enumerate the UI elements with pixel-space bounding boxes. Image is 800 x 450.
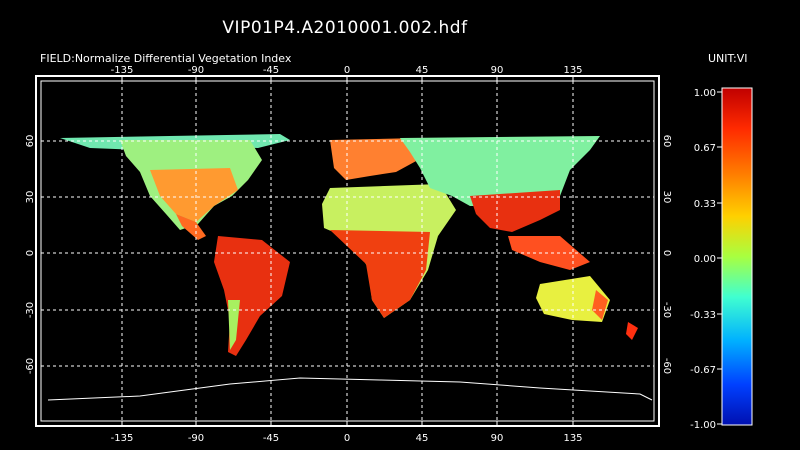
lat-label: -30 bbox=[661, 302, 672, 318]
coast-antarctica bbox=[47, 377, 653, 401]
lat-label: 30 bbox=[25, 191, 36, 204]
frame-ticks bbox=[121, 76, 574, 426]
land-indonesia bbox=[508, 236, 590, 270]
colorbar-label: 0.00 bbox=[694, 254, 716, 265]
map-title: VIP01P4.A2010001.002.hdf bbox=[222, 18, 468, 38]
lon-label: 0 bbox=[344, 433, 350, 444]
lat-labels-right: 60 30 0 -30 -60 bbox=[661, 135, 672, 375]
land-us-south bbox=[150, 168, 238, 222]
lon-label: -90 bbox=[188, 65, 204, 76]
land-south-america bbox=[214, 236, 290, 356]
colorbar bbox=[721, 87, 753, 426]
land-new-zealand bbox=[626, 322, 638, 340]
lon-labels-bottom: -135 -90 -45 0 45 90 135 bbox=[111, 433, 583, 444]
lon-label: -135 bbox=[111, 65, 134, 76]
lat-label: 60 bbox=[661, 135, 672, 148]
lon-label: -90 bbox=[188, 433, 204, 444]
land-africa-central bbox=[330, 230, 430, 318]
land-central-america bbox=[176, 214, 206, 240]
land-south-asia bbox=[470, 190, 560, 232]
colorbar-label: 0.67 bbox=[694, 143, 716, 154]
lon-label: 90 bbox=[491, 65, 504, 76]
lat-label: -60 bbox=[25, 358, 36, 374]
lon-label: 135 bbox=[563, 65, 582, 76]
colorbar-label: -1.00 bbox=[690, 420, 716, 431]
colorbar-label: -0.67 bbox=[690, 365, 716, 376]
lon-label: 90 bbox=[491, 433, 504, 444]
lat-label: -60 bbox=[661, 358, 672, 374]
colorbar-label: -0.33 bbox=[690, 310, 716, 321]
grid-lines bbox=[41, 81, 654, 421]
colorbar-label: 1.00 bbox=[694, 88, 716, 99]
lon-label: -135 bbox=[111, 433, 134, 444]
colorbar-label: 0.33 bbox=[694, 199, 716, 210]
colorbar-labels: 1.00 0.67 0.33 0.00 -0.33 -0.67 -1.00 bbox=[690, 88, 716, 431]
land-europe bbox=[330, 138, 420, 180]
land-masses bbox=[47, 134, 653, 401]
lat-label: -30 bbox=[25, 302, 36, 318]
lon-label: 45 bbox=[416, 65, 429, 76]
field-label: FIELD:Normalize Differential Vegetation … bbox=[40, 52, 292, 65]
lon-labels-top: -135 -90 -45 0 45 90 135 bbox=[111, 65, 583, 76]
lat-label: 0 bbox=[25, 250, 36, 256]
colorbar-ticks bbox=[717, 91, 722, 425]
lat-label: 0 bbox=[661, 250, 672, 256]
lat-labels-left: 60 30 0 -30 -60 bbox=[25, 135, 36, 375]
unit-label: UNIT:VI bbox=[708, 52, 748, 65]
lon-label: 45 bbox=[416, 433, 429, 444]
lon-label: 0 bbox=[344, 65, 350, 76]
land-andes bbox=[228, 300, 240, 350]
lat-label: 60 bbox=[25, 135, 36, 148]
lon-label: -45 bbox=[263, 433, 279, 444]
lon-label: 135 bbox=[563, 433, 582, 444]
land-australia-east bbox=[592, 290, 608, 320]
lat-label: 30 bbox=[661, 191, 672, 204]
lon-label: -45 bbox=[263, 65, 279, 76]
